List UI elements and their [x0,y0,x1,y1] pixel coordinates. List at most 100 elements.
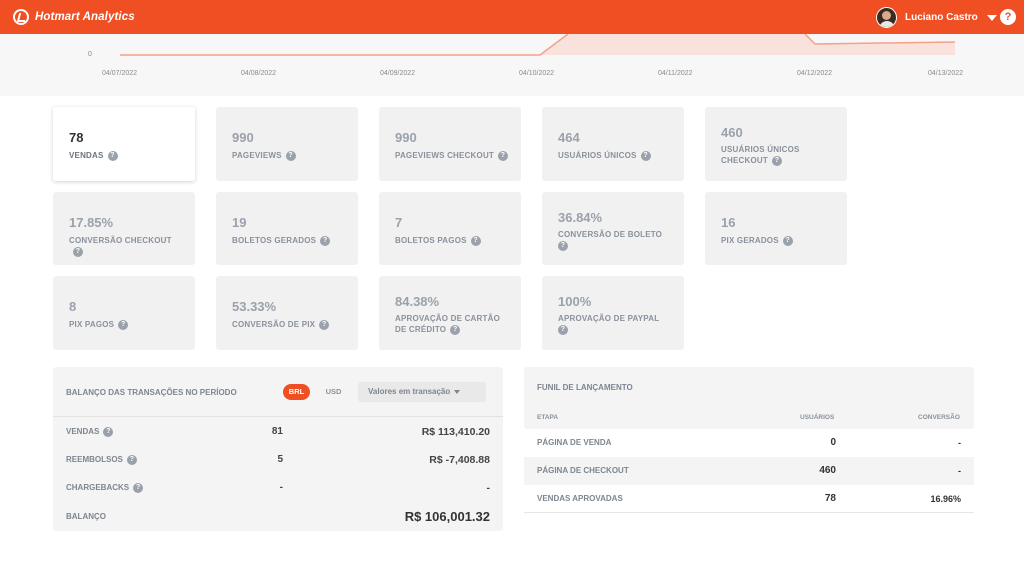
help-icon[interactable]: ? [470,235,481,246]
metric-label-text: Boletos gerados [232,236,317,245]
funnel-conversion: - [958,466,961,476]
balance-row-label: Chargebacks? [66,483,144,493]
metric-label: Usuários únicos? [558,150,674,161]
metric-label-text: Pix gerados [721,236,779,245]
metric-card-pix-pagos[interactable]: 8 Pix pagos? [53,276,195,350]
balance-row-reembolsos: Reembolsos? 5 R$ -7,408.88 [53,446,503,474]
balance-row-count: 81 [271,426,283,437]
metric-label-text: Usuários únicos [558,151,637,160]
help-icon[interactable]: ? [133,483,144,493]
currency-brl-toggle[interactable]: BRL [283,384,310,400]
metric-card-usuarios-unicos-checkout[interactable]: 460 Usuários únicos checkout? [705,107,847,181]
metric-value: 19 [232,215,247,230]
x-tick-label: 04/13/2022 [928,70,964,77]
metric-card-vendas[interactable]: 78 Vendas? [53,107,195,181]
metric-value: 36.84% [558,210,603,225]
user-name: Luciano Castro [905,12,978,23]
metric-value: 460 [721,125,743,140]
metric-value: 53.33% [232,299,277,314]
metric-label: Usuários únicos checkout? [721,144,821,166]
metric-card-boletos-gerados[interactable]: 19 Boletos gerados? [216,192,358,265]
funnel-row: Página de checkout 460 - [524,457,974,485]
balance-row-label: Reembolsos? [66,455,137,465]
balance-row-count: - [279,482,283,493]
metric-card-conversao-boleto[interactable]: 36.84% Conversão de boleto? [542,192,684,265]
metric-label: Boletos pagos? [395,235,511,246]
funnel-stage: Vendas aprovadas [537,494,623,503]
metric-label-text: Boletos pagos [395,236,467,245]
balance-title: Balanço das transações no período [66,388,237,397]
metric-card-aprovacao-paypal[interactable]: 100% Aprovação de PayPal? [542,276,684,350]
help-icon[interactable]: ? [558,240,568,251]
help-icon[interactable]: ? [126,455,137,465]
help-icon[interactable]: ? [73,246,83,257]
divider [53,416,503,417]
help-icon[interactable]: ? [450,324,461,335]
metric-value: 84.38% [395,294,440,309]
metric-card-usuarios-unicos[interactable]: 464 Usuários únicos? [542,107,684,181]
metric-label-text: Conversão de boleto [558,230,663,239]
currency-usd-toggle[interactable]: USD [325,387,342,396]
help-icon[interactable]: ? [771,155,782,166]
chevron-down-icon [454,389,461,394]
values-select-label: Valores em transação [368,387,451,396]
help-icon[interactable]: ? [103,427,114,437]
help-icon[interactable]: ? [319,319,330,330]
metric-card-boletos-pagos[interactable]: 7 Boletos pagos? [379,192,521,265]
metric-label-text: Pageviews checkout [395,151,495,160]
metric-value: 17.85% [69,215,114,230]
help-icon[interactable]: ? [498,150,509,161]
metric-value: 7 [395,215,403,230]
values-select[interactable]: Valores em transação [358,382,486,402]
chart-area-fill [540,34,955,55]
traffic-chart: 0 04/07/2022 04/08/2022 04/09/2022 04/10… [0,34,1024,96]
user-menu[interactable]: Luciano Castro [876,7,997,28]
metric-label-text: Pix pagos [69,320,115,329]
help-icon[interactable]: ? [320,235,331,246]
metric-value: 78 [69,130,84,145]
help-icon[interactable]: ? [558,324,568,335]
metric-label-text: Pageviews [232,151,282,160]
balance-row-chargebacks: Chargebacks? - - [53,474,503,502]
x-tick-label: 04/11/2022 [658,70,693,77]
metric-card-pageviews-checkout[interactable]: 990 Pageviews checkout? [379,107,521,181]
metric-card-conversao-checkout[interactable]: 17.85% Conversão checkout? [53,192,195,265]
app-logo[interactable]: Hotmart Analytics [13,9,135,25]
x-tick-label: 04/12/2022 [797,70,833,77]
help-icon[interactable]: ? [782,235,793,246]
metric-card-pix-gerados[interactable]: 16 Pix gerados? [705,192,847,265]
help-icon[interactable]: ? [118,319,129,330]
metric-label: Vendas? [69,150,185,161]
metric-label: Boletos gerados? [232,235,348,246]
help-button[interactable]: ? [1000,9,1016,25]
metric-label-text: Usuários únicos checkout [721,145,800,165]
funnel-col-users: Usuários [800,414,835,421]
help-icon[interactable]: ? [640,150,651,161]
metric-label: Pageviews? [232,150,348,161]
funnel-header [524,367,974,429]
avatar [876,7,897,28]
balance-row-count: 5 [277,454,283,465]
help-icon[interactable]: ? [285,150,296,161]
balance-row-label-text: Reembolsos [66,455,123,465]
metric-card-conversao-pix[interactable]: 53.33% Conversão de pix? [216,276,358,350]
x-tick-label: 04/07/2022 [102,70,138,77]
balance-row-value: R$ 113,410.20 [421,426,490,438]
metric-card-pageviews[interactable]: 990 Pageviews? [216,107,358,181]
top-bar: Hotmart Analytics Luciano Castro ? [0,0,1024,34]
help-icon[interactable]: ? [107,150,118,161]
metric-label-text: Conversão de pix [232,320,316,329]
metric-label-text: Conversão checkout [69,236,172,245]
metric-value: 8 [69,299,77,314]
chart-series-line [120,34,956,56]
metric-label: Pix gerados? [721,235,837,246]
metric-label: Conversão de boleto? [558,229,668,251]
funnel-conversion: 16.96% [930,494,961,504]
metric-card-aprovacao-cartao[interactable]: 84.38% Aprovação de cartão de crédito? [379,276,521,350]
funnel-col-conversion: Conversão [918,414,960,421]
balance-row-value: - [486,482,491,494]
metric-label: Aprovação de PayPal? [558,313,668,335]
funnel-col-stage: Etapa [537,414,559,421]
balance-row-value: R$ -7,408.88 [429,454,490,466]
funnel-users: 460 [819,465,836,476]
